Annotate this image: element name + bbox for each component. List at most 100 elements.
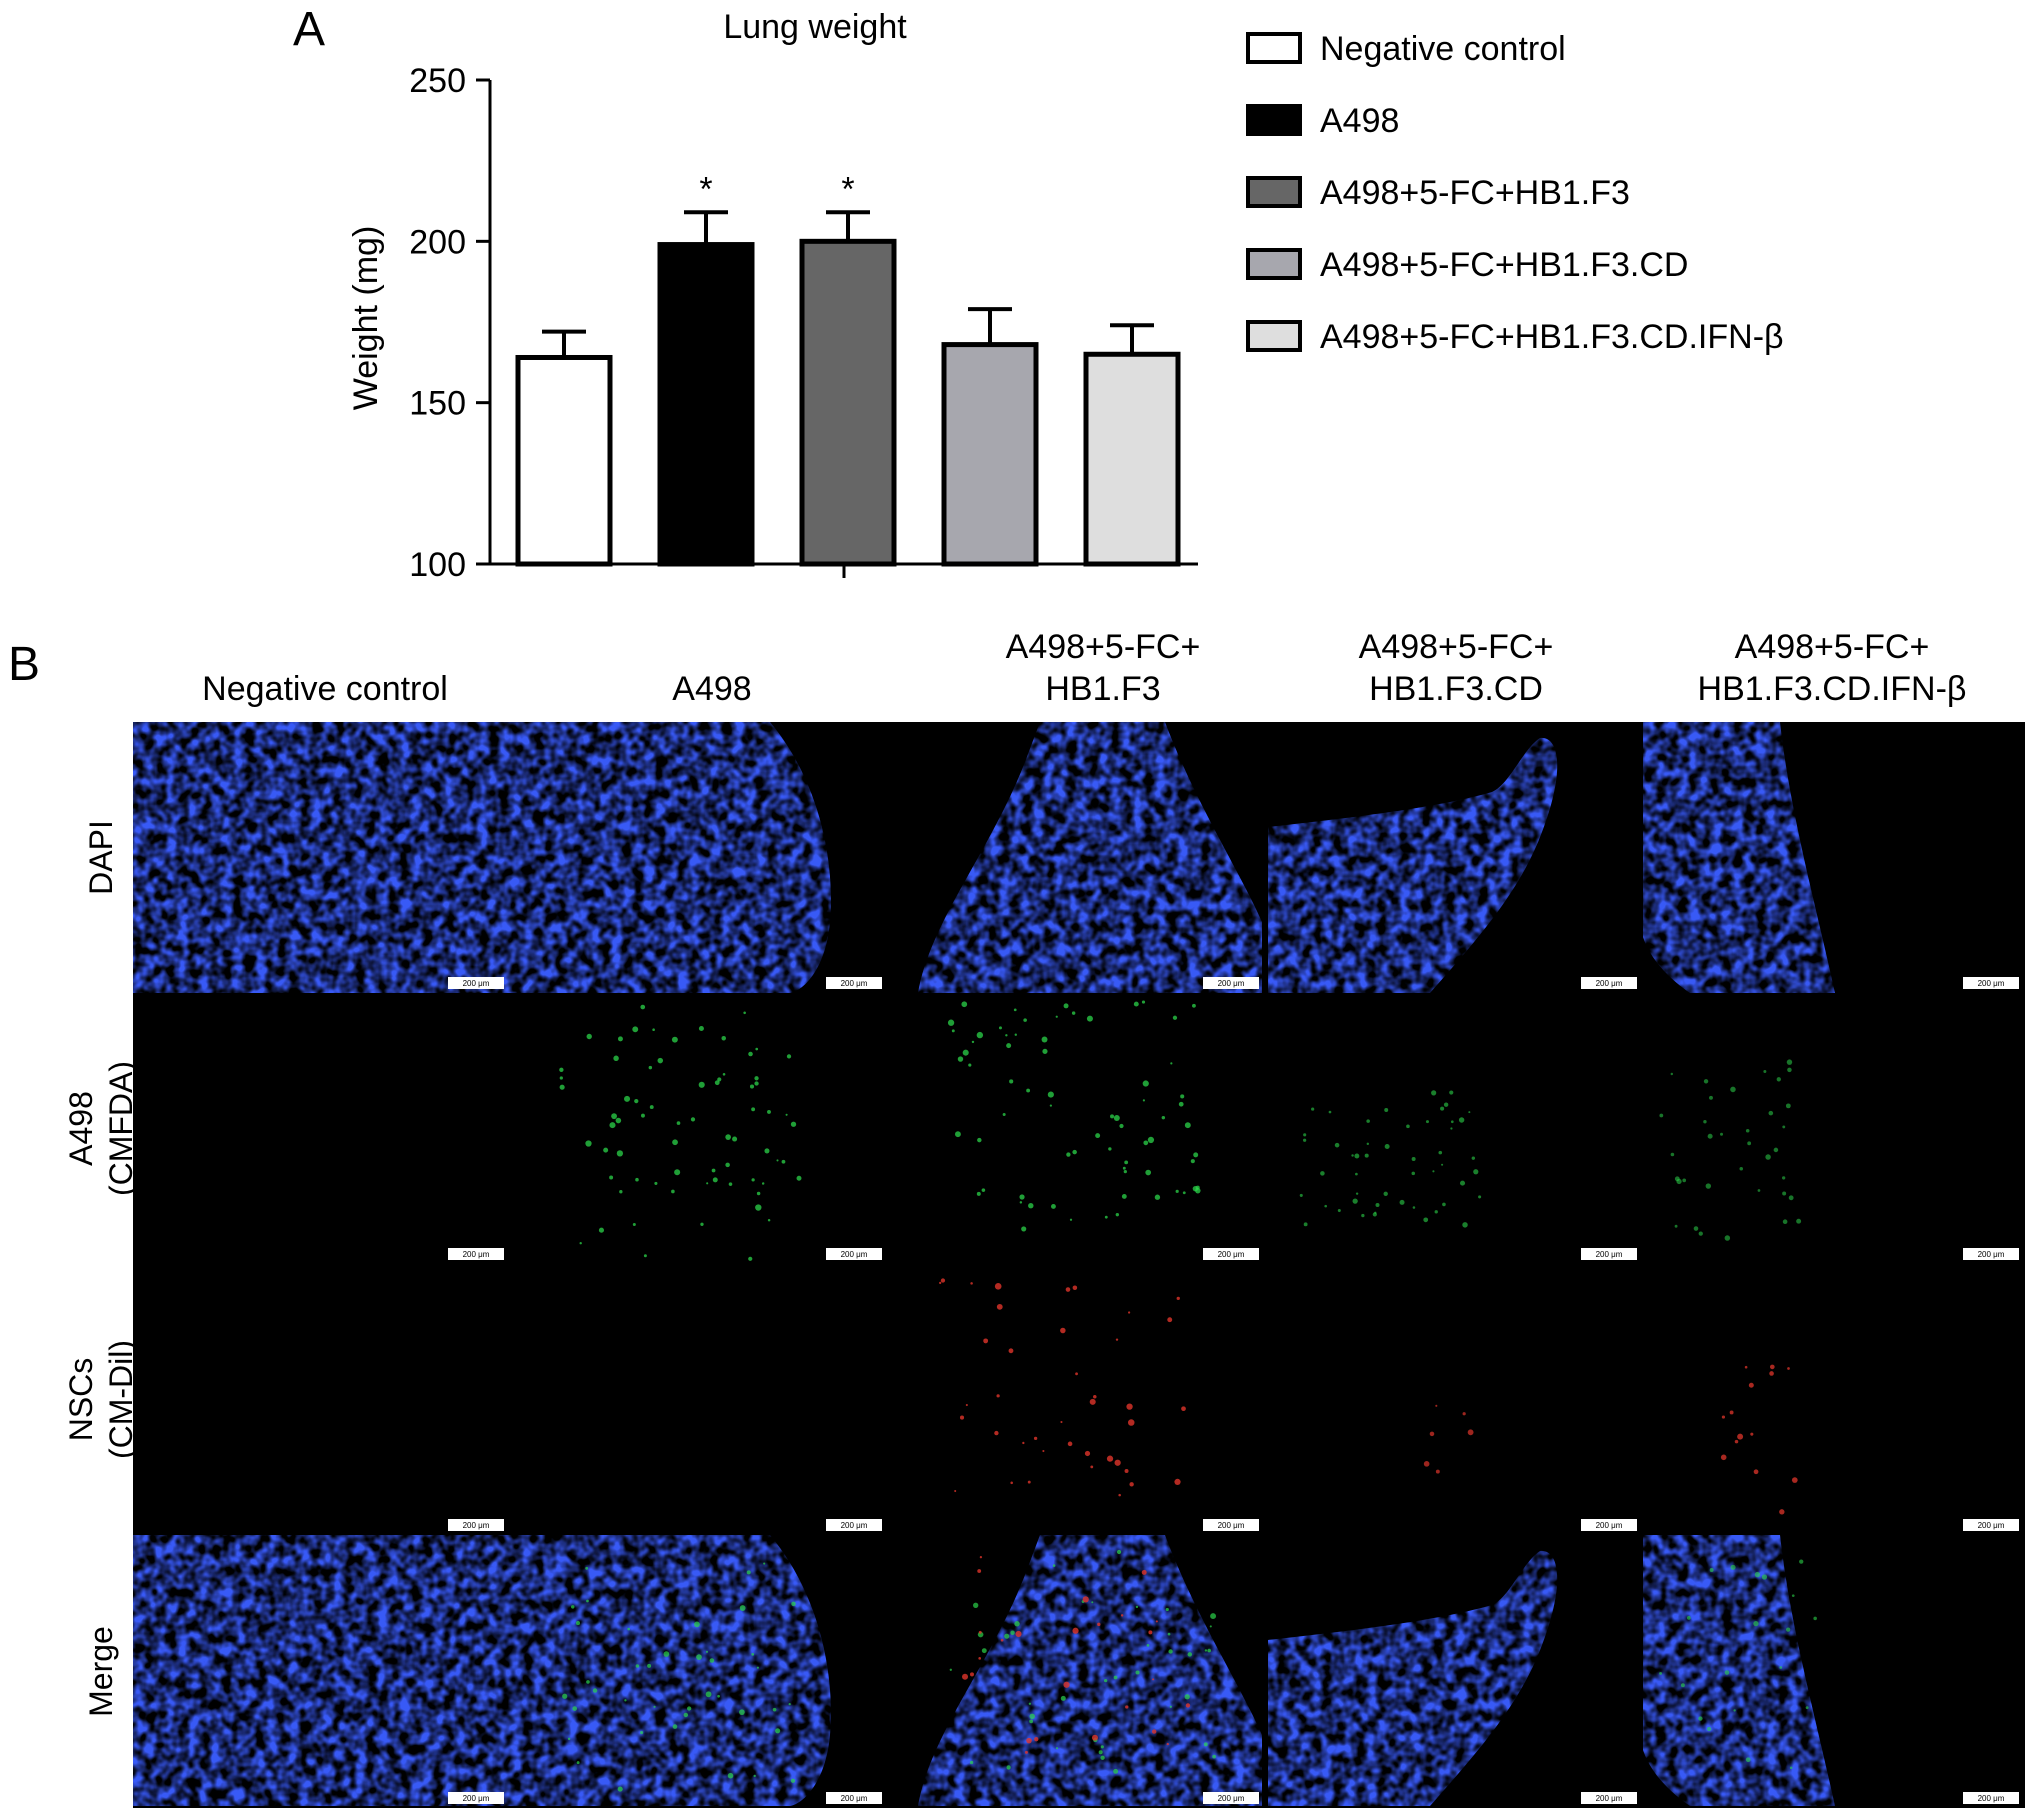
scale-bar — [826, 1792, 882, 1804]
stain-signal — [572, 1706, 578, 1711]
stain-signal — [1745, 1757, 1751, 1763]
scale-bar — [1581, 1519, 1637, 1531]
stain-signal — [1108, 1147, 1112, 1151]
stain-signal — [788, 1702, 791, 1706]
stain-signal — [1782, 1176, 1786, 1180]
scale-bar — [1581, 977, 1637, 989]
bar — [1083, 351, 1181, 567]
stain-signal — [1449, 1090, 1454, 1095]
stain-signal — [672, 1139, 678, 1146]
stain-signal — [1019, 1194, 1025, 1200]
stain-signal — [1004, 1633, 1010, 1639]
stain-signal — [648, 1065, 653, 1070]
stain-signal — [1324, 1204, 1327, 1208]
stain-signal — [1423, 1461, 1430, 1467]
stain-signal — [1168, 1649, 1173, 1654]
stain-signal — [983, 1338, 989, 1344]
stain-signal — [632, 1222, 636, 1227]
stain-signal — [1724, 1235, 1731, 1241]
stain-signal — [653, 1705, 656, 1708]
stain-signal — [1355, 1172, 1358, 1176]
stain-signal — [1013, 1008, 1017, 1012]
stain-signal — [1805, 1706, 1809, 1710]
stain-signal — [1739, 1167, 1744, 1171]
stain-signal — [1169, 1705, 1172, 1708]
stain-signal — [1071, 1011, 1076, 1015]
stain-signal — [1002, 1113, 1006, 1117]
stain-signal — [1060, 1695, 1066, 1701]
stain-signal — [635, 1664, 640, 1668]
stain-signal — [1120, 1614, 1124, 1617]
column-headers: Negative control A498 A498+5-FC+ HB1.F3 A498… — [202, 628, 1966, 708]
stain-signal — [1709, 1568, 1714, 1572]
stain-signal — [1355, 1192, 1359, 1195]
stain-signal — [1093, 1395, 1097, 1399]
stain-signal — [1411, 1157, 1416, 1162]
stain-signal — [751, 1107, 756, 1112]
y-tick-label: 150 — [409, 385, 466, 423]
stain-signal — [1192, 1185, 1199, 1192]
stain-signal — [1383, 1191, 1388, 1196]
stain-signal — [1209, 1625, 1212, 1628]
stain-signal — [1303, 1138, 1307, 1142]
stain-signal — [970, 1282, 973, 1285]
stain-signal — [632, 1026, 639, 1033]
stain-signal — [978, 1657, 982, 1660]
stain-signal — [559, 1076, 563, 1080]
stain-signal — [1450, 1127, 1453, 1130]
tissue-sections — [133, 722, 1835, 1806]
stain-signal — [776, 1159, 779, 1162]
stain-signal — [1072, 1285, 1078, 1291]
scale-bar — [1203, 977, 1259, 989]
scale-bar-label: 200 μm — [1596, 1521, 1623, 1530]
bar — [941, 342, 1039, 567]
stain-signal — [1172, 1015, 1178, 1020]
stain-signal — [711, 1168, 716, 1173]
stain-signal — [1753, 1620, 1759, 1627]
stain-signal — [1006, 1765, 1011, 1770]
stain-signal — [764, 1148, 770, 1154]
stain-signal — [1773, 1147, 1779, 1153]
stain-signal — [754, 1076, 759, 1081]
stain-signal — [1114, 1459, 1121, 1466]
stain-signal — [1366, 1142, 1370, 1146]
stain-signal — [1143, 1140, 1149, 1146]
stain-signal — [1459, 1180, 1466, 1186]
column-header: A498+5-FC+ — [1359, 628, 1554, 666]
stain-signal — [772, 1707, 777, 1712]
row-label-text: NSCs — [63, 1358, 99, 1442]
stain-signal — [1372, 1212, 1377, 1217]
column-header: A498+5-FC+ — [1006, 628, 1201, 666]
stain-signal — [1100, 1745, 1104, 1749]
stain-signal — [1384, 1144, 1390, 1149]
stain-signal — [559, 1067, 564, 1072]
stain-signal — [947, 1019, 955, 1026]
stain-signal — [981, 1648, 987, 1654]
scale-bar-label: 200 μm — [1596, 1794, 1623, 1803]
stain-signal — [994, 1430, 999, 1436]
stain-signal — [1412, 1206, 1416, 1209]
stain-signal — [971, 1040, 975, 1044]
scale-bar-label: 200 μm — [841, 979, 868, 988]
stain-signal — [1187, 1652, 1193, 1657]
stain-signal — [672, 1724, 678, 1729]
stain-signal — [1066, 1152, 1071, 1157]
stain-signal — [1757, 1189, 1761, 1192]
stain-signal — [1311, 1107, 1315, 1111]
stain-signal — [1042, 1048, 1048, 1054]
stain-signal — [1129, 1482, 1134, 1487]
scale-bar-label: 200 μm — [1218, 1794, 1245, 1803]
stain-signal — [1698, 1231, 1703, 1236]
stain-signal — [1176, 1296, 1180, 1301]
significance-marker: * — [699, 170, 712, 208]
stain-signal — [1006, 1043, 1012, 1049]
stain-signal — [1049, 1104, 1052, 1107]
stain-signal — [1411, 1171, 1416, 1176]
stain-signal — [1089, 1398, 1096, 1405]
stain-signal — [1432, 1170, 1435, 1173]
stain-signal — [1399, 1199, 1405, 1205]
legend-swatch — [1246, 320, 1302, 352]
stain-signal — [717, 1077, 722, 1082]
stain-signal — [709, 1658, 715, 1663]
